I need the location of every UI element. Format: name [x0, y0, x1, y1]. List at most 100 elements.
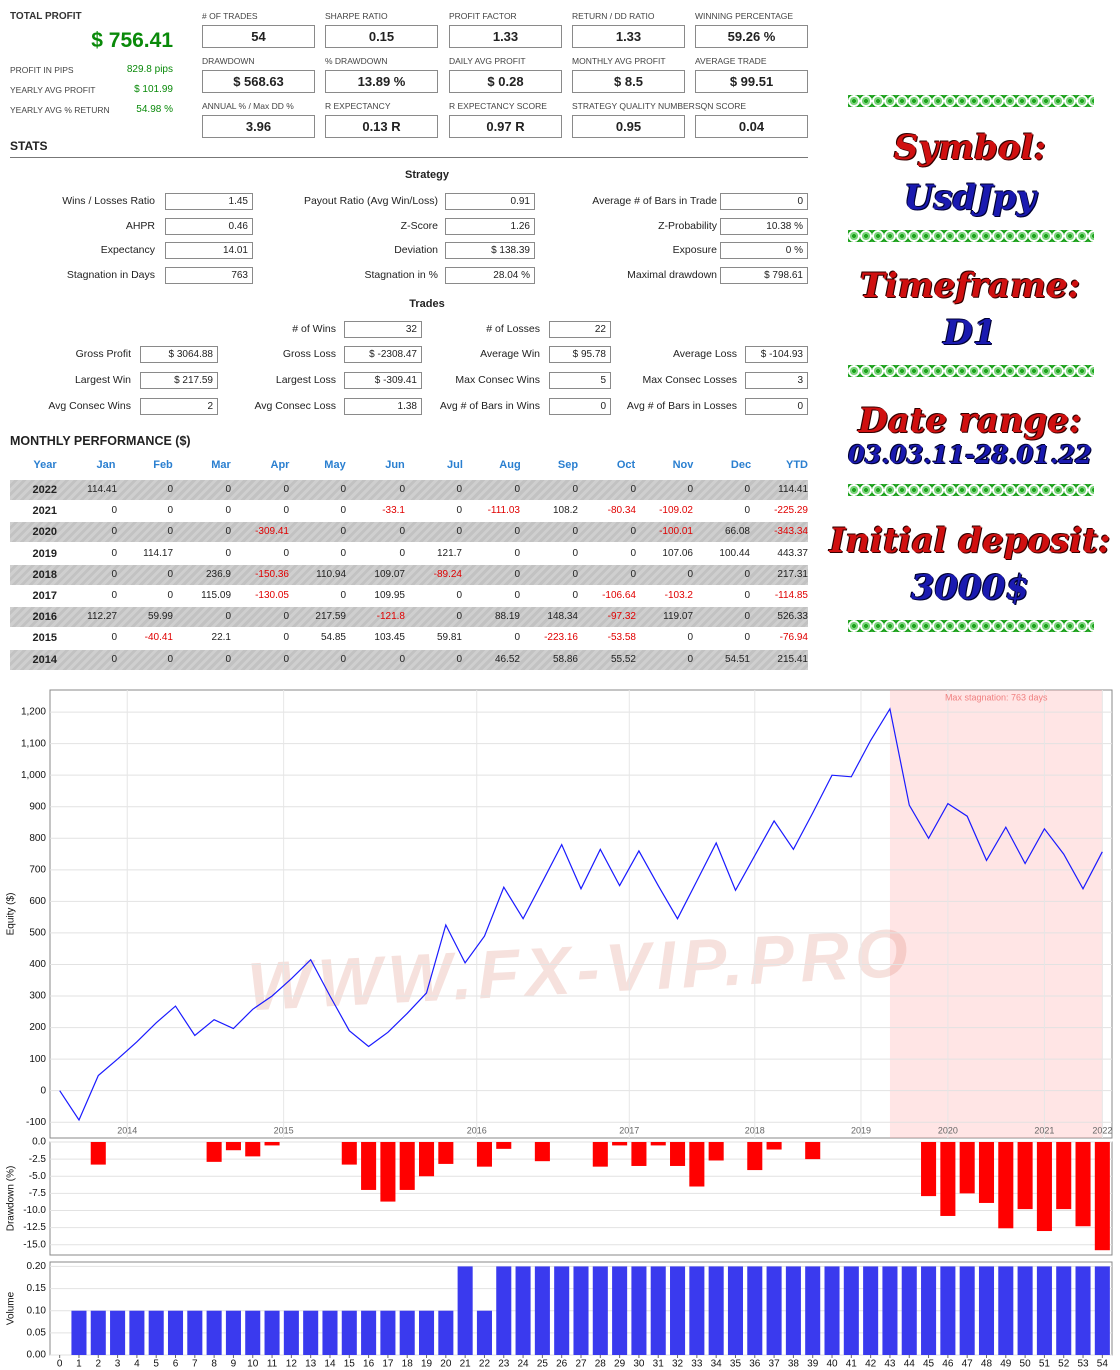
- metric-label: ANNUAL % / Max DD %: [202, 101, 294, 111]
- bar: [438, 1310, 454, 1355]
- value-cell: 0: [225, 547, 231, 559]
- value-cell: 0: [744, 632, 750, 644]
- value-cell: 0: [456, 484, 462, 495]
- bar: [670, 1142, 686, 1166]
- value-cell: 0: [630, 484, 636, 495]
- value-cell: -109.02: [659, 505, 693, 517]
- side-value: 03.03.11-28.01.22: [848, 440, 1092, 469]
- x-tick-label: 15: [344, 1359, 356, 1370]
- stat-value: $ 138.39: [445, 242, 535, 259]
- value-cell: -80.34: [607, 505, 636, 517]
- stagnation-area: [889, 690, 1103, 1138]
- stat-label: Maximal drawdown: [627, 268, 717, 281]
- bar: [824, 1266, 840, 1355]
- value-cell: 0: [514, 590, 520, 601]
- bar: [689, 1266, 705, 1355]
- bar: [206, 1310, 222, 1355]
- table-row: [10, 607, 808, 628]
- year-cell: 2016: [32, 611, 57, 624]
- x-tick-label: 51: [1039, 1359, 1051, 1370]
- value-cell: 0: [111, 632, 117, 644]
- bar: [418, 1310, 435, 1355]
- bar: [264, 1142, 280, 1146]
- value-cell: 236.9: [205, 568, 231, 580]
- bar: [631, 1142, 647, 1166]
- x-tick-label: 33: [691, 1359, 703, 1370]
- y-tick-label: -12.5: [23, 1222, 46, 1233]
- x-tick-label: 34: [711, 1359, 723, 1370]
- y-axis-label: Equity ($): [6, 893, 17, 936]
- summary-title: TOTAL PROFIT: [10, 11, 82, 22]
- section-heading: Strategy: [404, 169, 450, 181]
- x-tick-label: 42: [865, 1359, 877, 1370]
- metric-value: 1.33: [572, 25, 685, 48]
- year-cell: 2021: [32, 505, 57, 518]
- x-tick-label: 27: [575, 1359, 587, 1370]
- bar: [805, 1142, 821, 1160]
- table-row: [10, 480, 808, 500]
- summary-value: $ 101.99: [134, 84, 173, 95]
- x-tick-label: 2020: [938, 1125, 958, 1135]
- value-cell: 0: [514, 632, 520, 644]
- value-cell: 0: [167, 568, 173, 580]
- x-tick-label: 2021: [1034, 1125, 1054, 1135]
- x-tick-label: 45: [923, 1359, 935, 1370]
- value-cell: 108.2: [552, 505, 578, 517]
- bar: [438, 1142, 454, 1164]
- table-header: Feb: [153, 459, 173, 471]
- value-cell: 0: [744, 590, 750, 601]
- value-cell: 0: [340, 590, 346, 601]
- summary-value: 829.8 pips: [126, 64, 173, 75]
- x-tick-label: 28: [595, 1359, 607, 1370]
- metric-label: MONTHLY AVG PROFIT: [572, 56, 666, 66]
- table-row: [10, 586, 808, 606]
- bar: [1056, 1266, 1072, 1355]
- value-cell: -100.01: [659, 526, 693, 538]
- stat-value: $ -104.93: [745, 346, 808, 363]
- bar: [534, 1266, 550, 1355]
- value-cell: 58.86: [552, 653, 578, 665]
- stat-value: 0.46: [165, 217, 253, 235]
- value-cell: 0: [225, 505, 231, 517]
- x-tick-label: 4: [134, 1359, 140, 1370]
- metric-label: PROFIT FACTOR: [449, 11, 517, 21]
- value-cell: 0: [225, 611, 231, 623]
- x-tick-label: 2019: [851, 1125, 871, 1135]
- x-tick-label: 25: [537, 1359, 549, 1370]
- value-cell: 0: [111, 526, 117, 538]
- table-header: Apr: [270, 459, 290, 471]
- x-tick-label: 48: [981, 1359, 993, 1370]
- side-label: Initial deposit:: [829, 521, 1111, 561]
- x-tick-label: 26: [556, 1359, 568, 1370]
- metric-value: 54: [202, 25, 315, 48]
- value-cell: 103.45: [374, 632, 405, 644]
- y-tick-label: 0.05: [27, 1327, 47, 1338]
- value-cell: 0: [111, 653, 117, 665]
- equity-line: [59, 707, 1103, 1122]
- metric-value: 0.13 R: [325, 115, 438, 138]
- star-divider: [848, 230, 1094, 242]
- table-header: Mar: [211, 459, 231, 471]
- metric-value: $ 99.51: [695, 70, 808, 93]
- x-tick-label: 8: [211, 1359, 217, 1370]
- stat-value: $ 3064.88: [140, 346, 218, 363]
- value-cell: 0: [744, 484, 750, 495]
- value-cell: 0: [630, 526, 636, 538]
- x-tick-label: 31: [653, 1359, 665, 1370]
- table-header: Jul: [447, 459, 463, 471]
- x-tick-label: 16: [363, 1359, 375, 1370]
- x-tick-label: 0: [57, 1359, 63, 1370]
- value-cell: 0: [167, 653, 173, 665]
- value-cell: 54.85: [320, 632, 346, 644]
- value-cell: -150.36: [255, 568, 289, 580]
- stat-value: $ 217.59: [140, 372, 218, 389]
- bar: [496, 1266, 512, 1355]
- value-cell: 109.95: [374, 590, 405, 601]
- stat-label: # of Losses: [486, 323, 540, 335]
- y-axis-label: Drawdown (%): [6, 1166, 17, 1232]
- x-tick-label: 17: [382, 1359, 394, 1370]
- value-cell: 217.59: [315, 611, 346, 623]
- bar: [245, 1142, 261, 1157]
- bar: [592, 1266, 608, 1355]
- stat-label: Z-Probability: [658, 219, 717, 232]
